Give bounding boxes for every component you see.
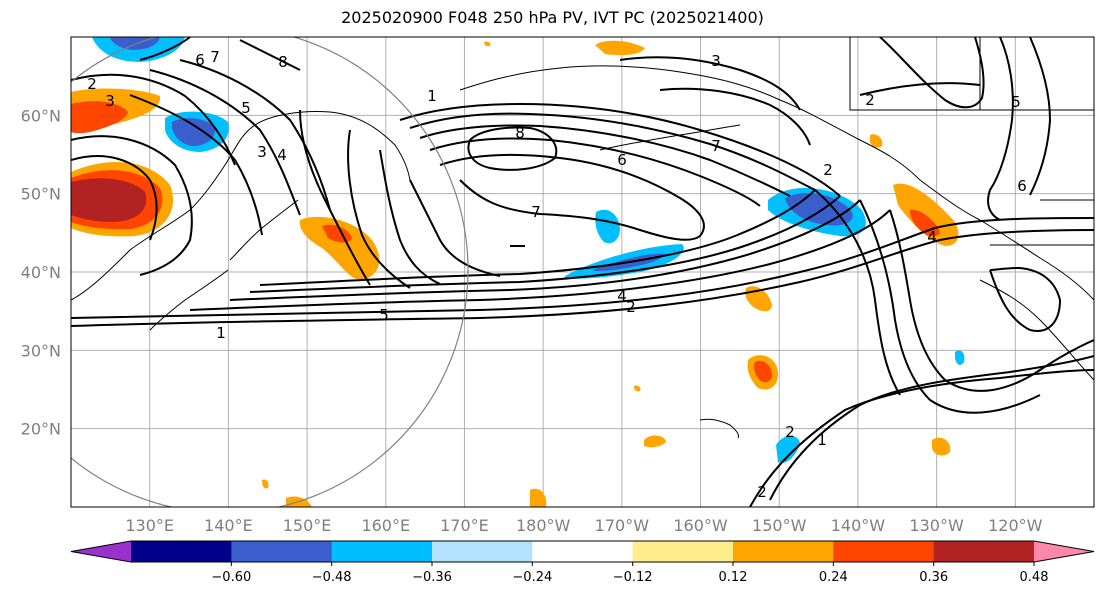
- positive-anomaly-region: [932, 437, 951, 456]
- contour-label: 8: [515, 124, 525, 142]
- longitude-label: 130°E: [125, 516, 174, 535]
- colorbar-tick-label: 0.12: [719, 570, 748, 585]
- negative-anomaly-region: [595, 209, 620, 244]
- latitude-label: 50°N: [21, 185, 61, 204]
- latitude-labels: 60°N 50°N 40°N 30°N 20°N: [21, 106, 61, 438]
- contour-label: 2: [87, 75, 97, 93]
- contour-label: 6: [195, 51, 205, 69]
- contour-label: 3: [105, 92, 115, 110]
- longitude-labels: 130°E 140°E 150°E 160°E 170°E 180°W 170°W 160°W…: [125, 516, 1042, 535]
- colorbar-arrow-max: [1034, 541, 1094, 562]
- colorbar-tick-label: −0.12: [613, 570, 653, 585]
- pv-contours: [71, 37, 1094, 507]
- contour-label: 2: [757, 483, 767, 501]
- contour-label: 7: [210, 48, 220, 66]
- contour-label: 4: [617, 287, 627, 305]
- positive-anomaly-region: [595, 40, 645, 56]
- contour-label: 1: [427, 87, 437, 105]
- positive-anomaly-region: [530, 488, 547, 507]
- contour-label: 5: [1011, 93, 1021, 111]
- coastlines: [71, 37, 1094, 439]
- longitude-label: 120°W: [988, 516, 1043, 535]
- contour-label: 3: [257, 143, 267, 161]
- colorbar-tick-label: −0.24: [512, 570, 552, 585]
- colorbar-arrow-min: [71, 541, 131, 562]
- longitude-label: 150°E: [283, 516, 332, 535]
- colorbar-tick-label: −0.36: [412, 570, 452, 585]
- positive-anomaly-region: [299, 216, 380, 280]
- longitude-label: 140°E: [204, 516, 253, 535]
- positive-anomaly-region: [754, 360, 772, 383]
- contour-label: 5: [241, 99, 251, 117]
- colorbar-tick-label: 0.48: [1020, 570, 1049, 585]
- latitude-label: 40°N: [21, 263, 61, 282]
- contour-label: 4: [927, 228, 937, 246]
- colorbar-segment: [331, 541, 433, 562]
- positive-anomaly-region: [634, 385, 641, 392]
- contour-label: 4: [277, 146, 287, 164]
- colorbar-segment: [733, 541, 834, 562]
- negative-anomaly-region: [776, 435, 800, 463]
- colorbar-outline: [70, 540, 1095, 563]
- longitude-label: 160°E: [361, 516, 410, 535]
- longitude-label: 150°W: [752, 516, 807, 535]
- longitude-label: 170°E: [440, 516, 489, 535]
- longitude-label: 160°W: [673, 516, 728, 535]
- positive-anomaly-region: [262, 479, 269, 489]
- contour-label: 2: [785, 423, 795, 441]
- contour-label: 7: [711, 137, 721, 155]
- colorbar-tick-label: −0.48: [312, 570, 352, 585]
- positive-anomaly-region: [893, 183, 959, 246]
- positive-anomaly-region: [484, 41, 491, 47]
- contour-label: 2: [865, 91, 875, 109]
- contour-label: 6: [617, 151, 627, 169]
- contour-label: 1: [216, 324, 226, 342]
- positive-anomaly-region: [870, 134, 883, 148]
- positive-anomaly-region: [644, 435, 666, 448]
- longitude-label: 140°W: [831, 516, 886, 535]
- contour-label: 3: [711, 52, 721, 70]
- negative-anomaly-region: [955, 350, 965, 365]
- positive-anomaly-region: [71, 101, 128, 134]
- latitude-label: 30°N: [21, 341, 61, 360]
- colorbar-segment: [833, 541, 935, 562]
- contour-label: 5: [379, 306, 389, 324]
- contour-label: 2: [823, 161, 833, 179]
- contour-label: 8: [278, 53, 288, 71]
- longitude-label: 130°W: [909, 516, 964, 535]
- colorbar-tick-label: 0.24: [819, 570, 848, 585]
- longitude-label: 180°W: [516, 516, 571, 535]
- positive-anomaly-region: [71, 178, 147, 222]
- colorbar-segment: [231, 541, 333, 562]
- contour-label: 7: [531, 203, 541, 221]
- colorbar-segment: [632, 541, 734, 562]
- map-title: 2025020900 F048 250 hPa PV, IVT PC (2025…: [341, 8, 764, 27]
- projection-circle: [71, 37, 469, 507]
- negative-anomaly-region: [172, 118, 216, 146]
- contour-label: 1: [817, 431, 827, 449]
- longitude-label: 170°W: [595, 516, 650, 535]
- colorbar-segment: [432, 541, 533, 562]
- colorbar-segment: [532, 541, 634, 562]
- contour-label: 2: [626, 298, 636, 316]
- contour-label: 6: [1017, 177, 1027, 195]
- colorbar-tick-label: −0.60: [211, 570, 251, 585]
- latitude-label: 20°N: [21, 420, 61, 439]
- map-frame: [70, 36, 1095, 508]
- colorbar-segment: [131, 541, 232, 562]
- latitude-label: 60°N: [21, 106, 61, 125]
- colorbar-tick-label: 0.36: [919, 570, 948, 585]
- colorbar-segment: [933, 541, 1035, 562]
- colorbar: −0.60 −0.48 −0.36 −0.24 −0.12 0.12 0.24 0.36 0.4…: [70, 540, 1095, 585]
